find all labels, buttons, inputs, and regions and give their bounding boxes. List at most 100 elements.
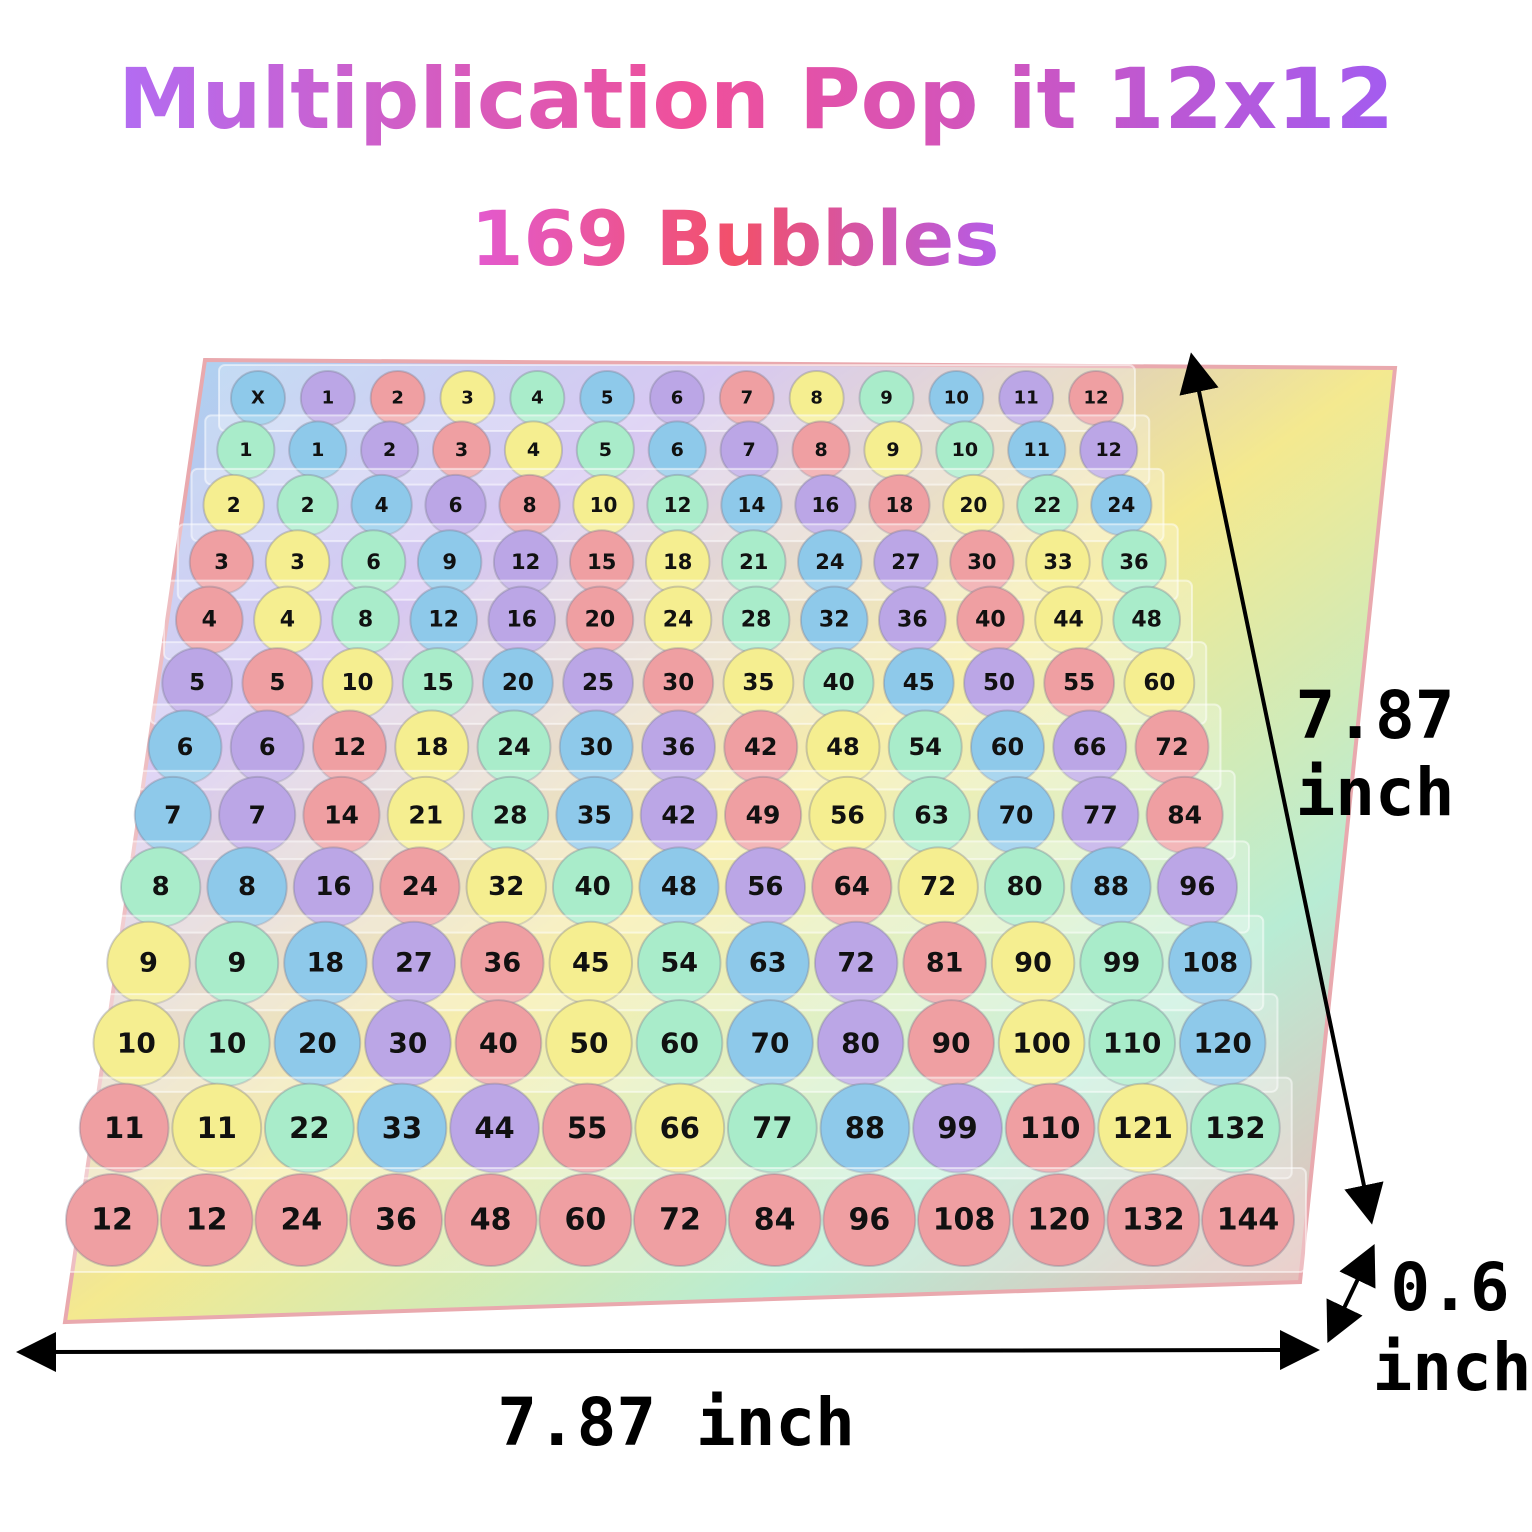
- bubble-label: 14: [738, 493, 766, 517]
- bubble-label: 11: [197, 1111, 237, 1145]
- bubble-label: 12: [428, 608, 459, 633]
- bubble-label: 63: [749, 948, 787, 979]
- bubble: [912, 1082, 1003, 1174]
- bubble-label: 3: [455, 439, 468, 461]
- bubble-label: 3: [290, 550, 305, 574]
- height-number: 7.87: [1296, 677, 1455, 754]
- bubble: [1011, 1173, 1106, 1267]
- bubble: [78, 1082, 170, 1174]
- bubble-label: 40: [975, 608, 1006, 633]
- bubble: [159, 1173, 254, 1267]
- bubble-label: 88: [1093, 872, 1129, 902]
- bubble-label: 7: [741, 388, 754, 409]
- bubble-label: 32: [488, 872, 524, 902]
- bubble-label: 110: [1103, 1027, 1161, 1060]
- bubble-label: 36: [1119, 550, 1148, 574]
- bubble-label: 18: [885, 493, 913, 517]
- bubble-label: 9: [139, 948, 158, 979]
- bubble-label: 11: [1014, 388, 1039, 409]
- bubble-label: 2: [301, 493, 315, 517]
- bubble: [634, 1082, 726, 1174]
- bubble-label: 18: [415, 733, 448, 761]
- bubble: [917, 1173, 1011, 1267]
- bubble-label: 10: [117, 1027, 156, 1060]
- bubble-label: 99: [1103, 948, 1141, 979]
- bubble-label: 36: [662, 733, 695, 761]
- bubble-label: 11: [1024, 439, 1050, 461]
- bubble-label: 28: [741, 608, 772, 633]
- bubble-label: 8: [238, 872, 256, 902]
- bubble-label: 4: [527, 439, 540, 461]
- bubble-label: 21: [408, 801, 443, 830]
- bubble-label: 72: [920, 872, 956, 902]
- bubble-label: 45: [572, 948, 610, 979]
- bubble-label: 132: [1122, 1203, 1185, 1238]
- bubble: [1004, 1082, 1096, 1174]
- bubble-label: 28: [493, 801, 528, 830]
- bubble-label: 22: [289, 1111, 329, 1145]
- depth-unit: inch: [1373, 1329, 1532, 1406]
- bubble-label: X: [251, 388, 265, 409]
- bubble-label: 120: [1027, 1203, 1090, 1238]
- bubble-label: 16: [506, 608, 537, 633]
- bubble: [254, 1173, 349, 1267]
- bubble-label: 72: [837, 948, 875, 979]
- bubble-label: 4: [531, 388, 544, 409]
- bubble: [819, 1082, 911, 1174]
- bubble-label: 90: [932, 1027, 971, 1060]
- bubble-label: 8: [814, 439, 827, 461]
- bubble-label: 6: [671, 388, 684, 409]
- bubble: [171, 1082, 263, 1174]
- bubble-label: 9: [442, 550, 457, 574]
- bubble-label: 12: [186, 1203, 228, 1238]
- bubble-label: 24: [815, 550, 844, 574]
- bubble-label: 20: [502, 670, 534, 696]
- bubble-label: 48: [470, 1203, 512, 1238]
- bubble-label: 7: [743, 439, 756, 461]
- bubble-label: 4: [280, 608, 295, 633]
- bubble-label: 20: [298, 1027, 337, 1060]
- bubble-label: 2: [227, 493, 241, 517]
- height-arrow: [1179, 352, 1384, 1225]
- bubble-label: 60: [991, 733, 1024, 761]
- width-arrow: [16, 1330, 1320, 1372]
- bubble-label: 48: [826, 733, 859, 761]
- bubble-label: 96: [848, 1203, 890, 1238]
- bubble-label: 49: [746, 801, 781, 830]
- bubble: [449, 1082, 540, 1174]
- bubble-label: 80: [841, 1027, 880, 1060]
- bubble-label: 10: [944, 388, 969, 409]
- bubble-label: 55: [567, 1111, 607, 1145]
- bubble-label: 108: [1182, 948, 1238, 979]
- bubble-label: 110: [1020, 1111, 1081, 1145]
- bubble-label: 66: [660, 1111, 700, 1145]
- bubble-label: 12: [91, 1203, 133, 1238]
- bubble-label: 10: [590, 493, 618, 517]
- bubble: [538, 1173, 633, 1267]
- bubble-label: 5: [269, 670, 285, 696]
- bubble-label: 120: [1193, 1027, 1251, 1060]
- bubble-label: 70: [751, 1027, 790, 1060]
- bubble-label: 48: [1131, 608, 1162, 633]
- bubble-label: 72: [1155, 733, 1188, 761]
- bubble-label: 12: [1083, 388, 1108, 409]
- bubble-label: 6: [671, 439, 684, 461]
- bubble-label: 8: [810, 388, 823, 409]
- bubble: [822, 1173, 917, 1267]
- bubble: [349, 1173, 443, 1267]
- bubble-label: 90: [1014, 948, 1052, 979]
- bubble-label: 132: [1205, 1111, 1266, 1145]
- bubble-label: 20: [959, 493, 987, 517]
- bubble-label: 55: [1063, 670, 1095, 696]
- bubble-label: 12: [511, 550, 540, 574]
- bubble-label: 22: [1033, 493, 1061, 517]
- bubble-label: 30: [388, 1027, 427, 1060]
- bubble-label: 24: [663, 608, 694, 633]
- bubble-label: 100: [1012, 1027, 1070, 1060]
- width-label: 7.87 inch: [497, 1384, 855, 1461]
- title: Multiplication Pop it 12x12: [118, 50, 1394, 148]
- bubble-label: 99: [937, 1111, 977, 1145]
- bubble-label: 72: [659, 1203, 701, 1238]
- bubble-label: 60: [660, 1027, 699, 1060]
- bubble-label: 8: [152, 872, 170, 902]
